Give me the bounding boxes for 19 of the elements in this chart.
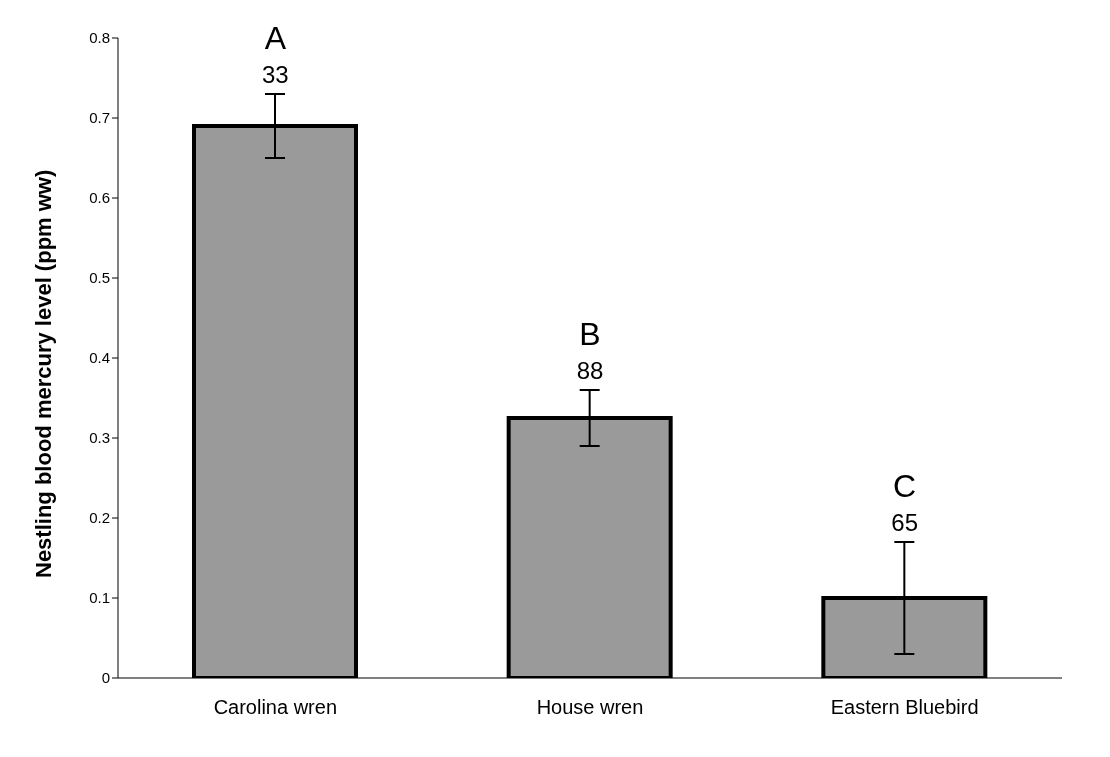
annotation: A bbox=[264, 20, 287, 57]
y-tick-label: 0.5 bbox=[89, 269, 110, 287]
y-tick-label: 0 bbox=[101, 669, 110, 687]
y-tick-label: 0.6 bbox=[89, 189, 110, 207]
y-tick-label: 0.7 bbox=[89, 109, 110, 127]
y-tick-label: 0.8 bbox=[89, 29, 110, 47]
x-tick-label: Eastern Bluebird bbox=[830, 696, 979, 719]
y-tick-label: 0.1 bbox=[89, 589, 110, 607]
y-tick-label: 0.2 bbox=[89, 509, 110, 527]
annotation: C bbox=[893, 468, 917, 505]
annotation: 33 bbox=[261, 60, 289, 88]
y-tick-label: 0.3 bbox=[89, 429, 110, 447]
y-axis-title: Nestling blood mercury level (ppm ww) bbox=[30, 169, 56, 578]
annotation: B bbox=[579, 316, 601, 353]
x-tick-label: Carolina wren bbox=[213, 696, 338, 719]
y-tick-label: 0.4 bbox=[89, 349, 110, 367]
x-tick-label: House wren bbox=[536, 696, 644, 719]
annotation: 65 bbox=[891, 508, 919, 536]
annotation: 88 bbox=[576, 356, 604, 384]
